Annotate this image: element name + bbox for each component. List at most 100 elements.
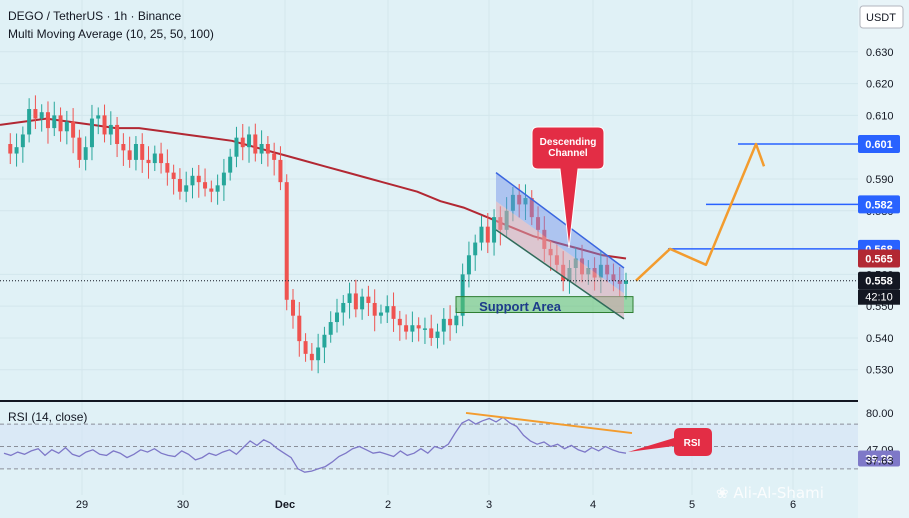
candle-body-60 [378, 312, 383, 316]
candle-body-83 [523, 198, 528, 205]
channel-callout: Descending Channel [531, 126, 605, 249]
candle-body-4 [27, 109, 32, 135]
price-badge-label-4: 0.558 [865, 276, 893, 288]
candle-body-5 [33, 109, 38, 119]
time-tick-label-2: Dec [275, 499, 295, 511]
candle-body-47 [297, 315, 302, 342]
candle-body-73 [460, 274, 465, 316]
rsi-label: RSI [684, 438, 701, 449]
grid [0, 0, 858, 495]
candle-body-22 [140, 144, 145, 160]
candle-body-52 [328, 322, 333, 335]
rsi-tick-label-2: 39.29 [865, 453, 893, 465]
candle-body-81 [510, 194, 515, 211]
rsi-legend[interactable]: RSI (14, close) [8, 410, 88, 424]
channel-upper-fill [496, 172, 624, 294]
rsi-polyline [3, 416, 627, 473]
candle-body-71 [448, 318, 453, 326]
candle-body-48 [303, 341, 308, 354]
candle-body-12 [77, 137, 82, 160]
candle-body-97 [611, 274, 616, 281]
candle-body-76 [479, 226, 484, 243]
candle-body-85 [536, 217, 541, 230]
rsi-tick-label-0: 80.00 [866, 408, 894, 420]
time-tick-label-1: 30 [177, 499, 189, 511]
candle-body-67 [422, 328, 427, 330]
pane-separator [0, 400, 858, 402]
candle-body-54 [341, 302, 346, 313]
candle-body-45 [284, 182, 289, 300]
candle-body-46 [291, 299, 296, 316]
candle-body-2 [14, 147, 19, 154]
candle-body-72 [454, 315, 459, 326]
candle-body-59 [372, 302, 377, 316]
candle-body-61 [385, 306, 390, 313]
time-tick-label-5: 4 [590, 499, 596, 511]
candle-body-1 [8, 144, 13, 154]
projection-polyline [635, 142, 766, 282]
countdown-badge [858, 289, 900, 305]
candle-body-43 [272, 153, 277, 160]
watermark: ❀ Ali-Al-Shami [716, 484, 824, 502]
candle-body-78 [492, 217, 497, 243]
candle-body-21 [133, 144, 138, 160]
candle-body-40 [253, 134, 258, 154]
channel-label-line1: Descending [540, 137, 597, 148]
time-tick-label-7: 6 [790, 499, 796, 511]
price-tick-label-7: 0.540 [866, 333, 894, 345]
time-tick-label-4: 3 [486, 499, 492, 511]
candle-body-55 [347, 293, 352, 303]
candle-body-8 [52, 115, 57, 129]
candle-body-95 [598, 264, 603, 278]
candle-body-62 [391, 306, 396, 319]
projection-path [635, 142, 766, 282]
candle-body-66 [416, 325, 421, 329]
rsi-pane [0, 411, 858, 473]
rsi-tick-label-3: 37.63 [866, 455, 894, 467]
candle-body-14 [89, 118, 94, 148]
price-tick-label-1: 0.620 [866, 79, 894, 91]
candle-body-7 [45, 112, 50, 129]
price-badge-1 [858, 195, 900, 214]
rsi-divergence-line [465, 411, 633, 435]
candle-body-6 [39, 112, 44, 119]
candle-body-20 [127, 150, 132, 160]
candle-body-64 [404, 325, 409, 332]
candle-body-98 [617, 280, 622, 284]
candle-body-77 [485, 226, 490, 243]
candle-body-39 [247, 134, 252, 148]
candle-body-65 [410, 325, 415, 332]
candle-body-10 [64, 121, 69, 132]
candle-body-82 [517, 194, 522, 205]
channel-label-line2: Channel [548, 148, 588, 159]
watermark-text: Ali-Al-Shami [733, 484, 824, 502]
candle-body-17 [108, 124, 113, 135]
price-badge-label-3: 0.565 [865, 253, 893, 265]
support-area-label: Support Area [479, 299, 562, 314]
candle-body-11 [71, 121, 76, 138]
candle-body-24 [152, 153, 157, 164]
candle-body-9 [58, 115, 63, 132]
candle-body-25 [159, 153, 164, 164]
candle-body-27 [171, 172, 176, 179]
candle-body-28 [177, 178, 182, 192]
candle-body-99 [624, 280, 628, 284]
candle-body-50 [316, 347, 321, 361]
candle-body-38 [240, 137, 245, 148]
time-axis[interactable]: 29 30 Dec 2 3 4 5 6 [76, 499, 796, 511]
candle-body-58 [366, 296, 371, 303]
currency-button[interactable] [859, 5, 904, 29]
time-tick-label-3: 2 [385, 499, 391, 511]
candle-body-23 [146, 159, 151, 164]
indicator-legend[interactable]: Multi Moving Average (10, 25, 50, 100) [8, 27, 214, 41]
price-tick-label-3: 0.590 [866, 174, 894, 186]
price-badge-label-0: 0.601 [865, 139, 893, 151]
price-badge-0 [858, 135, 900, 153]
candle-body-16 [102, 115, 107, 135]
watermark-logo-icon: ❀ [716, 484, 734, 502]
price-tick-label-8: 0.530 [866, 365, 894, 377]
symbol-legend[interactable]: DEGO / TetherUS · 1h · Binance [8, 9, 182, 23]
